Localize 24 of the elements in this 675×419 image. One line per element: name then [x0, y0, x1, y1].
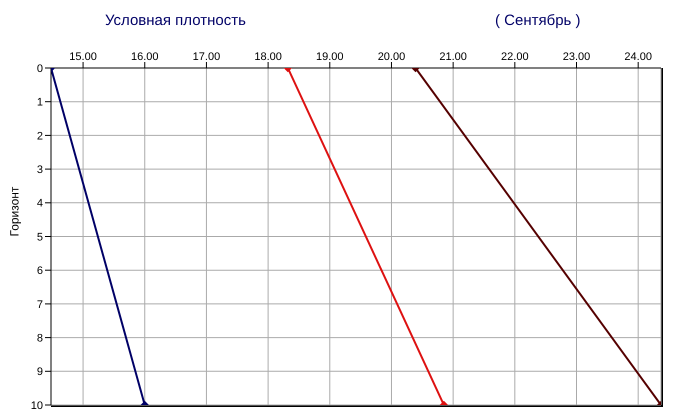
y-tick-label: 2	[36, 130, 43, 142]
x-tick-label: 23.00	[562, 51, 590, 63]
y-tick-label: 8	[36, 332, 43, 345]
chart-subtitle: ( Сентябрь )	[495, 12, 581, 29]
y-tick-label: 6	[36, 265, 43, 278]
x-tick-label: 20.00	[378, 51, 406, 63]
y-tick-label: 4	[36, 198, 43, 210]
x-tick-label: 17.00	[192, 51, 220, 63]
chart-title: Условная плотность	[105, 12, 246, 29]
y-tick-label: 9	[36, 366, 43, 378]
y-tick-label: 5	[36, 231, 43, 244]
y-tick-label: 7	[36, 298, 43, 311]
y-tick-label: 1	[36, 96, 43, 109]
x-tick-label: 16.00	[130, 51, 159, 63]
y-tick-label: 10	[30, 400, 43, 412]
y-axis-title: Горизонт	[7, 186, 22, 236]
x-tick-label: 22.00	[501, 51, 529, 63]
x-tick-label: 24.00	[624, 51, 652, 63]
x-tick-label: 21.00	[439, 51, 467, 63]
x-tick-label: 18.00	[254, 51, 282, 63]
x-tick-label: 19.00	[316, 51, 344, 63]
y-tick-label: 3	[36, 164, 43, 176]
y-tick-label: 0	[36, 62, 43, 75]
x-tick-label: 15.00	[69, 51, 97, 63]
